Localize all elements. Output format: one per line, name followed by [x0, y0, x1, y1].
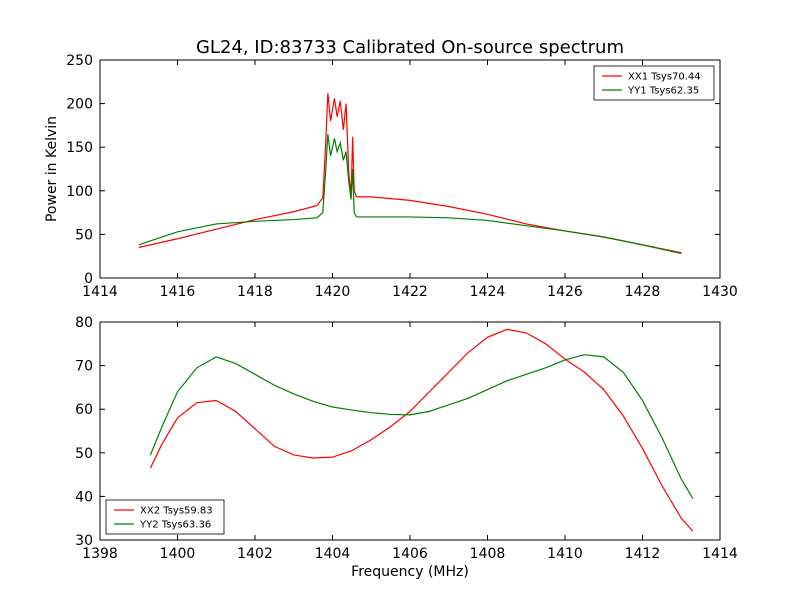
bottom-plot: 1398 1400 1402 1404 1406 1408 1410 1412 1414 30 40…: [75, 315, 738, 580]
x-tick-label: 1414: [82, 284, 118, 300]
legend-entry: XX1 Tsys70.44: [628, 72, 701, 83]
y-tick-label: 60: [75, 402, 93, 418]
x-tick-label: 1410: [547, 546, 583, 562]
x-tick-label: 1416: [160, 284, 196, 300]
y-tick-label: 0: [84, 271, 93, 287]
y-tick-label: 200: [66, 97, 93, 113]
y-tick-label: 40: [75, 489, 93, 505]
y-tick-label: 250: [66, 53, 93, 69]
x-tick-label: 1430: [702, 284, 738, 300]
x-tick-label: 1418: [237, 284, 273, 300]
x-tick-label: 1404: [315, 546, 351, 562]
legend-entry: YY2 Tsys63.36: [139, 520, 211, 531]
x-tick-label: 1420: [315, 284, 351, 300]
x-tick-label: 1424: [470, 284, 506, 300]
legend: XX1 Tsys70.44 YY1 Tsys62.35: [593, 65, 715, 101]
x-tick-label: 1402: [237, 546, 273, 562]
y-tick-label: 70: [75, 359, 93, 375]
y-axis-label: Power in Kelvin: [44, 116, 60, 222]
series-line-2: [138, 134, 682, 255]
x-tick-label: 1426: [547, 284, 583, 300]
chart-title: GL24, ID:83733 Calibrated On-source spec…: [196, 37, 624, 58]
x-tick-label: 1414: [702, 546, 738, 562]
x-tick-label: 1412: [625, 546, 661, 562]
x-axis-label: Frequency (MHz): [351, 564, 469, 580]
series-line-1: [138, 93, 682, 254]
legend-box: [105, 499, 225, 535]
top-plot: 1414 1416 1418 1420 1422 1424 1426 1428 1430 0 50 1…: [44, 53, 738, 300]
x-tick-label: 1406: [392, 546, 428, 562]
series-line-2: [149, 354, 694, 499]
legend-entry: XX2 Tsys59.83: [140, 506, 213, 517]
legend: XX2 Tsys59.83 YY2 Tsys63.36: [105, 499, 225, 535]
x-tick-label: 1400: [160, 546, 196, 562]
series-line-1: [149, 328, 694, 532]
y-tick-label: 150: [66, 140, 93, 156]
x-tick-label: 1422: [392, 284, 428, 300]
y-tick-label: 100: [66, 184, 93, 200]
legend-entry: YY1 Tsys62.35: [627, 86, 699, 97]
y-tick-label: 80: [75, 315, 93, 331]
y-tick-label: 30: [75, 533, 93, 549]
x-tick-label: 1408: [470, 546, 506, 562]
y-tick-label: 50: [75, 227, 93, 243]
x-tick-label: 1398: [82, 546, 118, 562]
legend-box: [593, 65, 715, 101]
x-tick-label: 1428: [625, 284, 661, 300]
y-tick-label: 50: [75, 446, 93, 462]
